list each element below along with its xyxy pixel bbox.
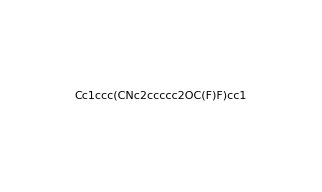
Text: Cc1ccc(CNc2ccccc2OC(F)F)cc1: Cc1ccc(CNc2ccccc2OC(F)F)cc1 [75, 91, 247, 101]
